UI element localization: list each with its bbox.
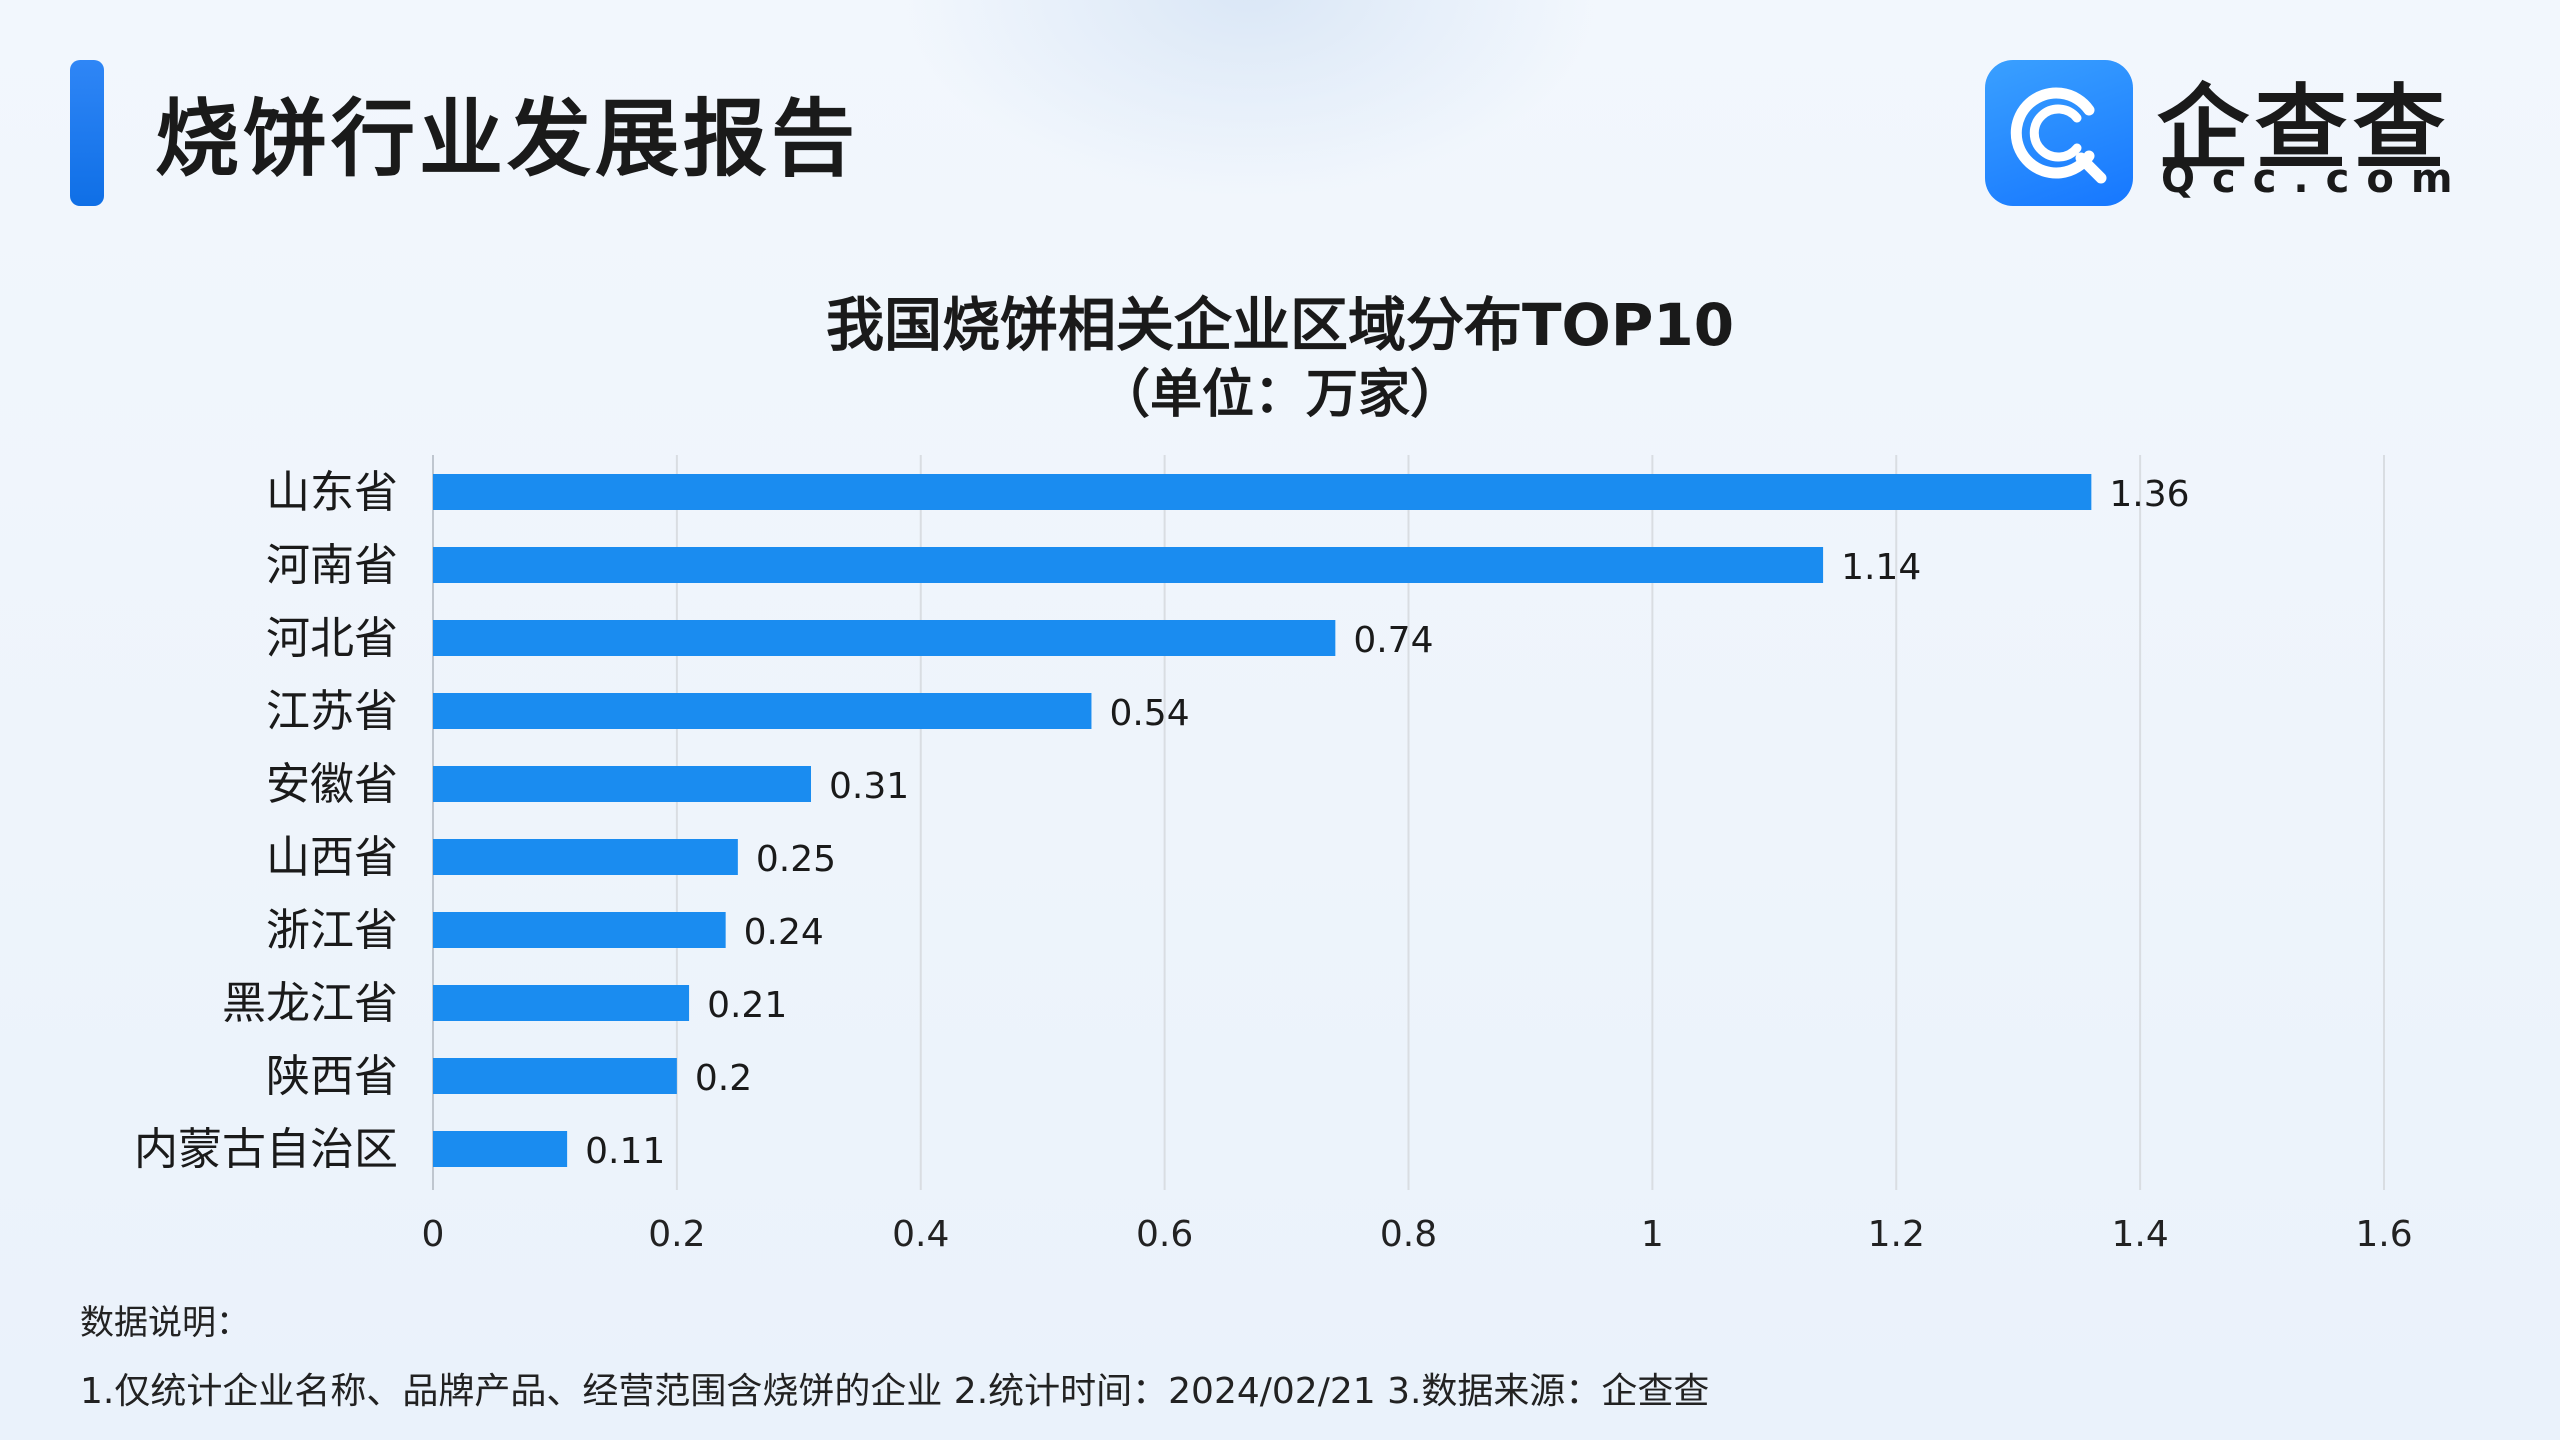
value-label: 0.31 <box>829 766 909 807</box>
qcc-logo-icon <box>1985 60 2133 206</box>
category-label: 江苏省 <box>266 686 398 737</box>
x-tick-label: 1 <box>1641 1214 1664 1255</box>
x-tick-label: 0.6 <box>1136 1214 1193 1255</box>
x-tick-label: 1.2 <box>1868 1214 1925 1255</box>
report-title: 烧饼行业发展报告 <box>155 90 860 188</box>
category-label: 黑龙江省 <box>222 978 398 1029</box>
value-label: 0.11 <box>585 1131 665 1172</box>
value-label: 1.36 <box>2109 474 2189 515</box>
value-label: 0.25 <box>756 839 836 880</box>
chart-subtitle: （单位：万家） <box>1097 365 1462 425</box>
category-label: 河北省 <box>266 613 398 664</box>
value-label: 0.2 <box>695 1058 752 1099</box>
data-notes-heading: 数据说明： <box>80 1303 250 1343</box>
category-label: 山东省 <box>266 467 398 518</box>
x-tick-label: 0.2 <box>648 1214 705 1255</box>
qcc-logo: 企查查 Qcc.com <box>1985 60 2455 208</box>
bar <box>433 985 690 1021</box>
category-label: 浙江省 <box>266 905 398 956</box>
value-label: 1.14 <box>1841 547 1921 588</box>
value-label: 0.74 <box>1353 620 1433 661</box>
x-tick-label: 0.4 <box>892 1214 949 1255</box>
category-label: 河南省 <box>266 540 398 591</box>
bar <box>433 1131 568 1167</box>
bar <box>433 912 726 948</box>
title-accent-bar <box>70 60 104 206</box>
bar-chart: 0 0.2 0.4 0.6 0.8 1 1.2 1.4 1.6 山东省 1.36 河南省 1.14 河北省… <box>134 455 2413 1255</box>
value-label: 0.24 <box>744 912 824 953</box>
bar <box>433 693 1092 729</box>
bar <box>433 839 738 875</box>
chart-title: 我国烧饼相关企业区域分布TOP10 <box>825 291 1735 359</box>
logo-wordmark-en: Qcc.com <box>2161 156 2470 202</box>
bar <box>433 547 1824 583</box>
data-notes-text: 1.仅统计企业名称、品牌产品、经营范围含烧饼的企业 2.统计时间：2024/02… <box>80 1371 1710 1412</box>
bar <box>433 1058 677 1094</box>
category-label: 内蒙古自治区 <box>134 1124 398 1175</box>
x-tick-label: 0.8 <box>1380 1214 1437 1255</box>
x-tick-label: 1.6 <box>2355 1214 2412 1255</box>
logo-wordmark-cn: 企查查 <box>2157 75 2452 182</box>
value-label: 0.54 <box>1109 693 1189 734</box>
value-label: 0.21 <box>707 985 787 1026</box>
x-tick-label: 1.4 <box>2111 1214 2168 1255</box>
x-tick-label: 0 <box>422 1214 445 1255</box>
category-label: 安徽省 <box>266 759 398 810</box>
category-label: 陕西省 <box>266 1051 398 1102</box>
bar <box>433 620 1336 656</box>
category-label: 山西省 <box>266 832 398 883</box>
bar <box>433 474 2092 510</box>
bar <box>433 766 812 802</box>
